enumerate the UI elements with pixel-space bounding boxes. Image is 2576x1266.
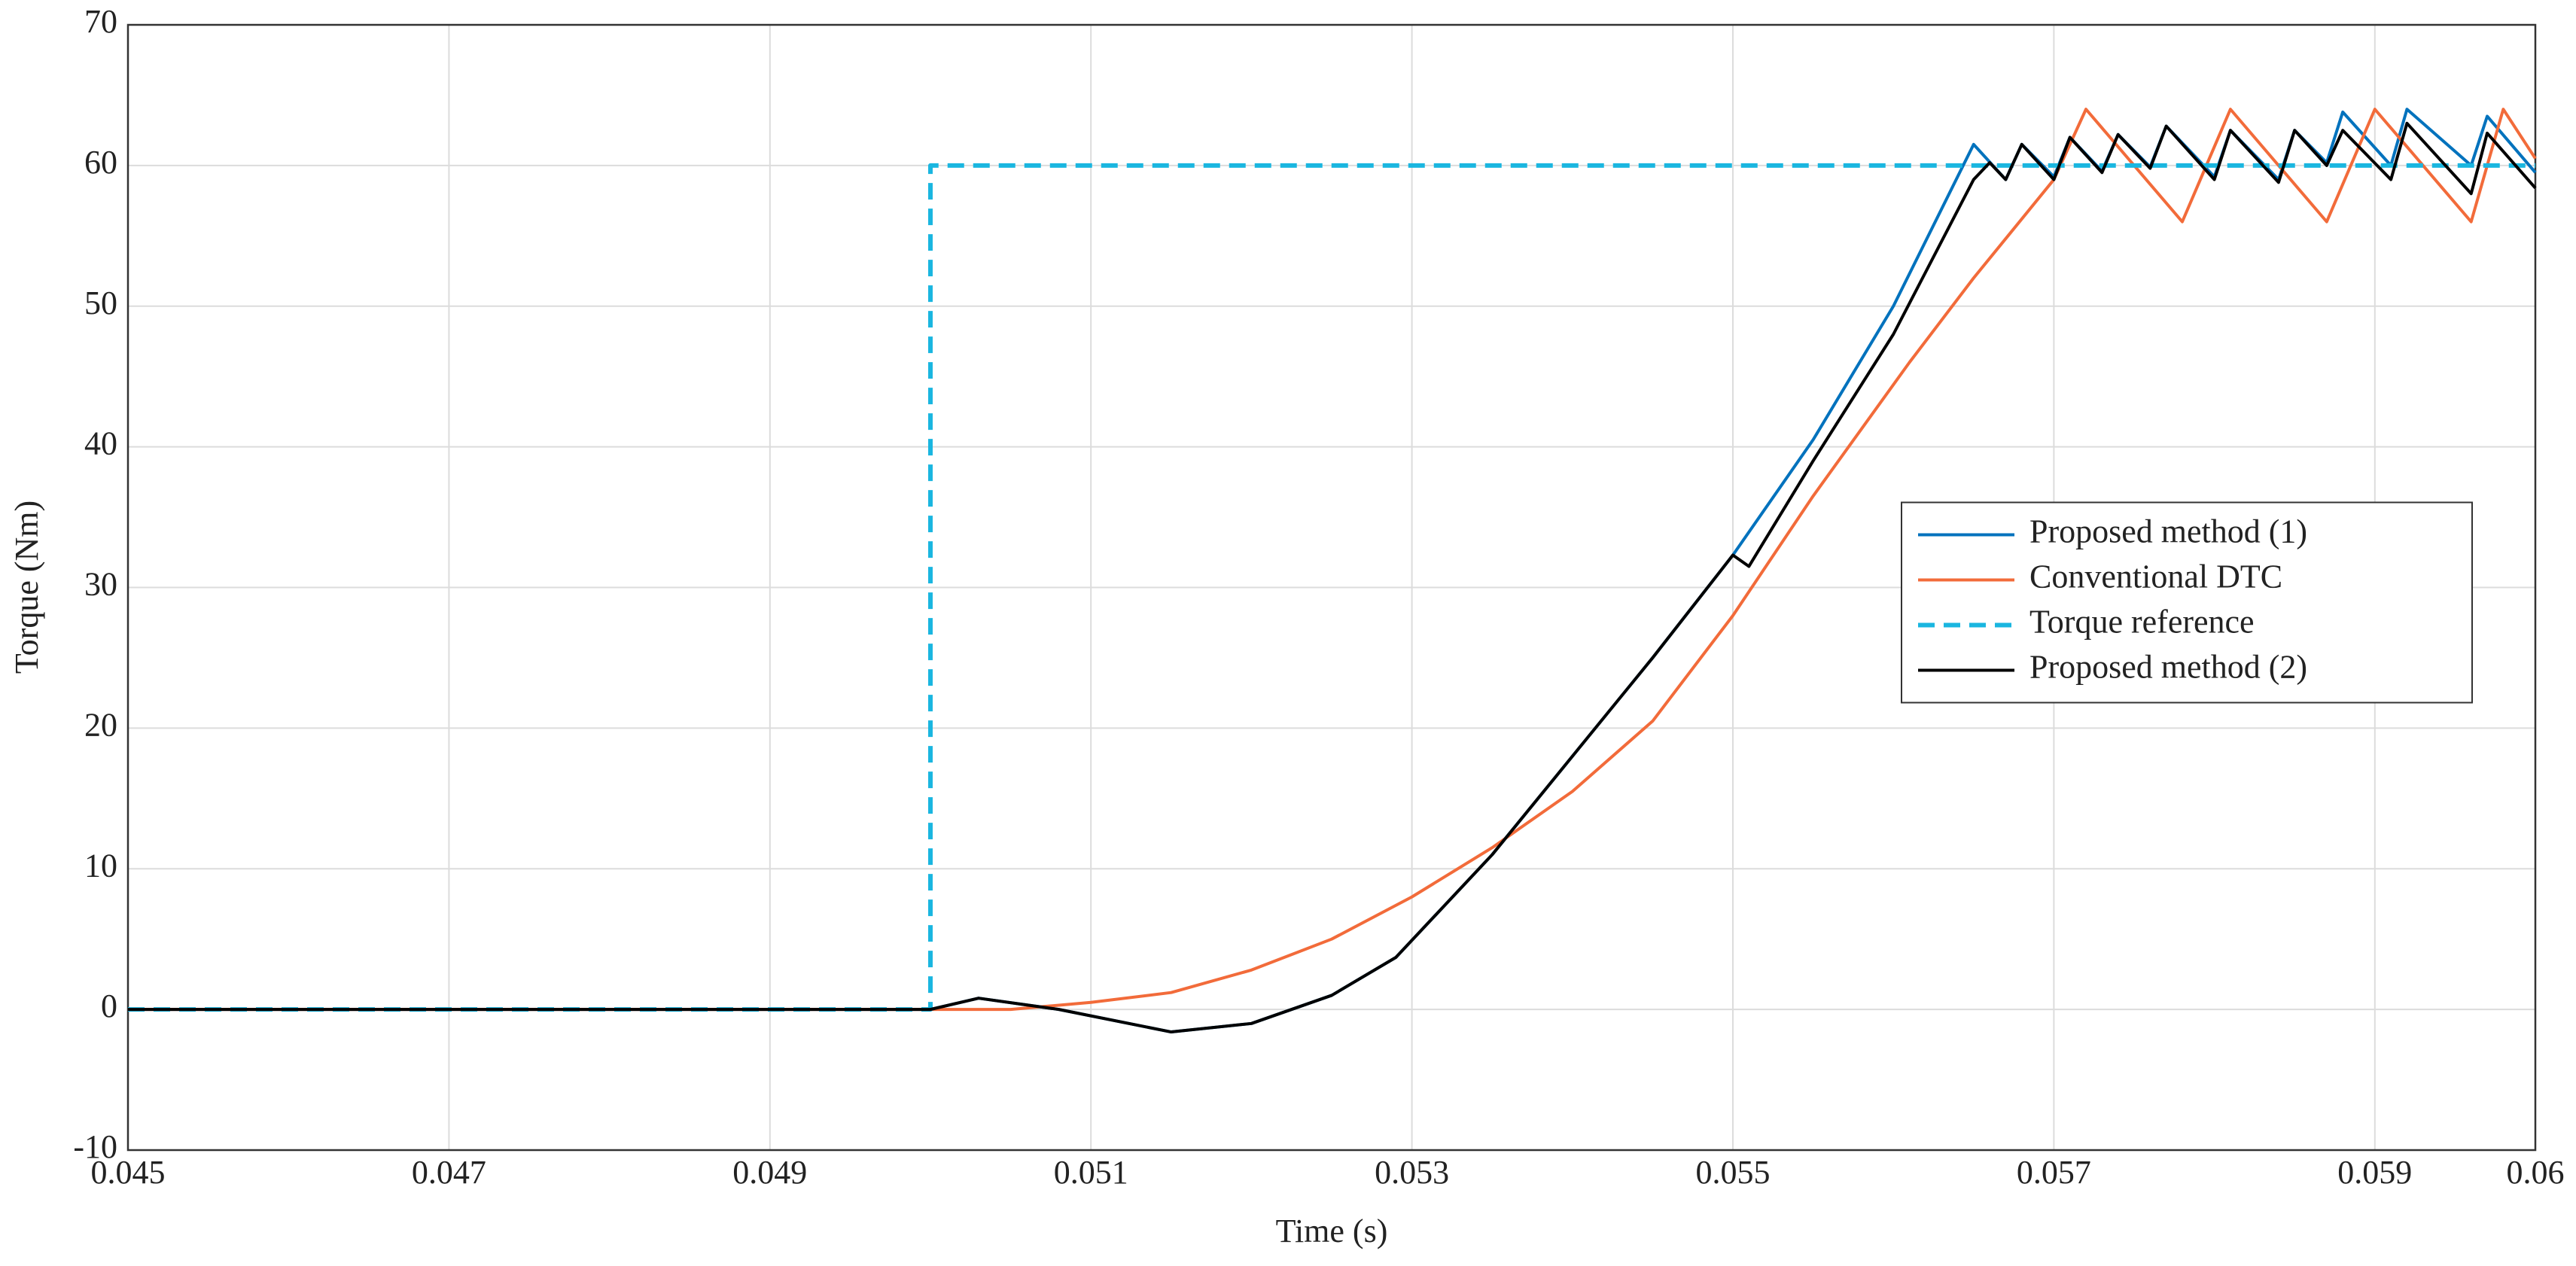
- y-tick-label: 70: [84, 3, 117, 40]
- legend-label: Proposed method (1): [2029, 513, 2307, 550]
- y-tick-label: 0: [101, 988, 117, 1024]
- legend-label: Conventional DTC: [2029, 558, 2282, 595]
- y-tick-label: -10: [73, 1128, 117, 1165]
- x-tick-label: 0.06: [2507, 1154, 2565, 1191]
- x-axis-label: Time (s): [1276, 1213, 1388, 1249]
- x-tick-label: 0.047: [412, 1154, 486, 1191]
- series-line: [128, 121, 2537, 1034]
- y-tick-label: 20: [84, 706, 117, 743]
- plot-frame: [126, 23, 2537, 1152]
- x-tick-label: 0.051: [1054, 1154, 1128, 1191]
- y-axis-label: Torque (Nm): [8, 501, 45, 674]
- x-tick-label: 0.059: [2337, 1154, 2412, 1191]
- x-tick-label: 0.045: [91, 1154, 166, 1191]
- series-line: [128, 108, 2537, 1012]
- y-tick-label: 30: [84, 566, 117, 603]
- x-tick-label: 0.055: [1696, 1154, 1771, 1191]
- legend-label: Torque reference: [2029, 604, 2255, 641]
- legend-label: Proposed method (2): [2029, 649, 2307, 686]
- x-tick-label: 0.053: [1375, 1154, 1449, 1191]
- y-tick-label: 60: [84, 144, 117, 181]
- y-tick-label: 40: [84, 425, 117, 462]
- x-tick-label: 0.057: [2017, 1154, 2091, 1191]
- y-tick-label: 50: [84, 285, 117, 321]
- y-tick-label: 10: [84, 847, 117, 884]
- x-tick-label: 0.049: [732, 1154, 807, 1191]
